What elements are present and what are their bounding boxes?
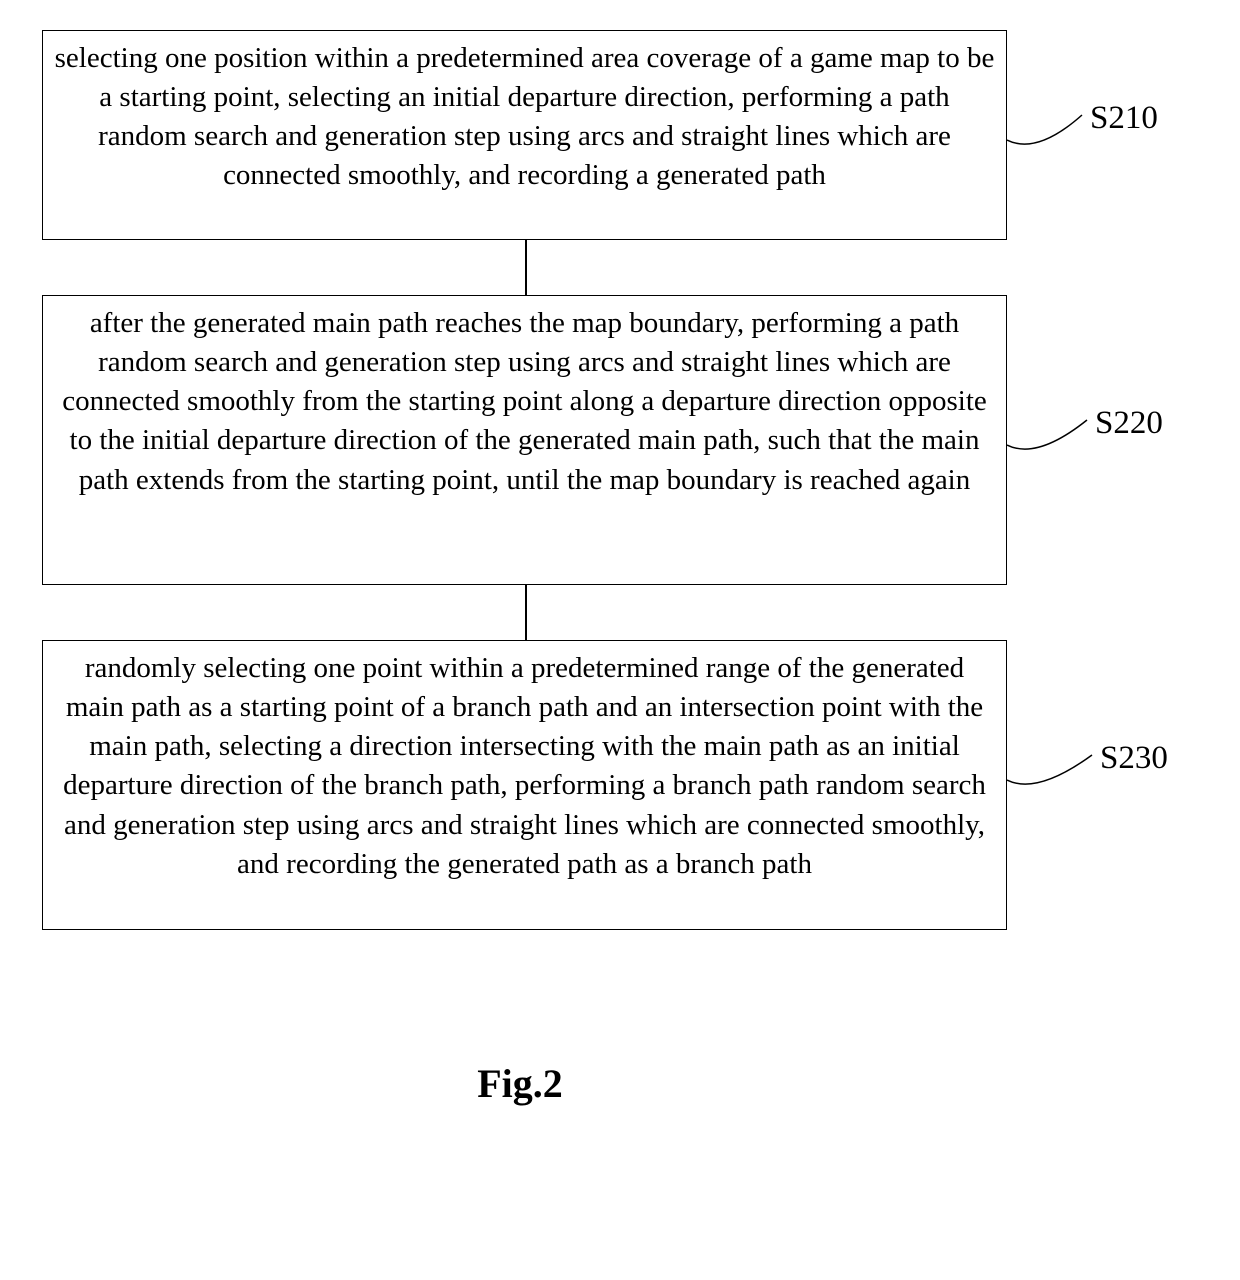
step-label-s210: S210 (1090, 100, 1158, 137)
flowchart-container: selecting one position within a predeter… (0, 0, 1240, 30)
leader-line-s220 (1007, 415, 1092, 465)
leader-line-s230 (1007, 750, 1097, 800)
label-text: S210 (1090, 100, 1158, 136)
caption-text: Fig.2 (477, 1061, 563, 1106)
label-text: S220 (1095, 405, 1163, 441)
connector-s220-s230 (525, 585, 527, 640)
leader-line-s210 (1007, 110, 1087, 160)
flowchart-node-s210: selecting one position within a predeter… (42, 30, 1007, 240)
figure-caption: Fig.2 (0, 1060, 1040, 1107)
label-text: S230 (1100, 740, 1168, 776)
step-label-s220: S220 (1095, 405, 1163, 442)
connector-s210-s220 (525, 240, 527, 295)
flowchart-node-s230: randomly selecting one point within a pr… (42, 640, 1007, 930)
flowchart-node-s220: after the generated main path reaches th… (42, 295, 1007, 585)
node-text: selecting one position within a predeter… (55, 42, 995, 191)
step-label-s230: S230 (1100, 740, 1168, 777)
node-text: randomly selecting one point within a pr… (63, 652, 986, 880)
node-text: after the generated main path reaches th… (62, 307, 987, 496)
